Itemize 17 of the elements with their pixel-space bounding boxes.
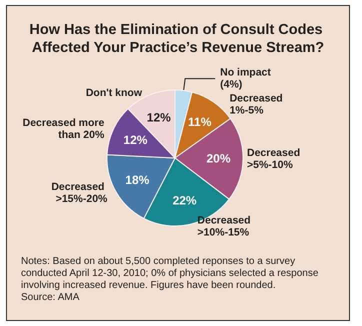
data-label: 11% (188, 115, 212, 130)
data-label: 12% (123, 132, 148, 147)
data-label: 18% (125, 172, 150, 187)
slice-label: Decreased >15%-20% (51, 181, 108, 205)
slice-label: No impact (220, 66, 274, 79)
source-note: Source: AMA (21, 292, 80, 304)
slice-label: Decreased >5%-10% (246, 147, 304, 172)
data-label: 22% (172, 193, 197, 208)
slice-label: Don't know (86, 87, 143, 100)
data-label: 12% (146, 110, 172, 125)
slice-label: Decreased >10%-15% (197, 214, 254, 238)
text: Notes: Based on about 5,500 completed reponses to a survey conducted April 12-30, 2010; 0% of physicians selected a response involving increased revenue. Figures have been rounded. (21, 256, 320, 292)
slice-label: Decreased more than 20% (22, 116, 105, 141)
data-label: 20% (206, 152, 231, 166)
chart-title: How Has the Elimination of Consult Codes Affected Your Practice’s Revenue Stream? (29, 22, 327, 56)
data-label: (4%) (220, 78, 242, 91)
slice-label: Decreased 1%-5% (230, 92, 286, 117)
